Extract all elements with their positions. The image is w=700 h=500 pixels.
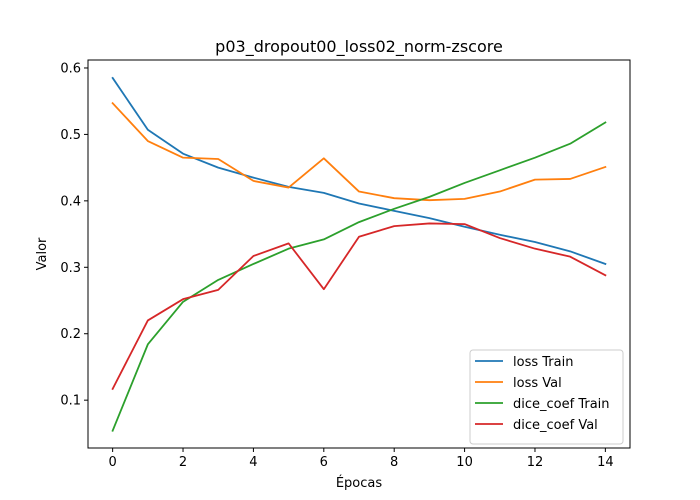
plot-area [87, 59, 631, 449]
x-tick-label: 14 [597, 455, 614, 470]
series-line-1 [111, 101, 607, 202]
y-tick-label: 0.2 [60, 327, 81, 342]
y-tick-label: 0.3 [60, 261, 81, 276]
x-tick-label: 8 [390, 455, 398, 470]
legend-label-3: dice_coef Val [513, 418, 598, 433]
y-axis-label: Valor [35, 237, 50, 270]
y-axis-ticks: 0.1 0.2 0.3 0.4 0.5 0.6 [60, 61, 88, 409]
x-tick-label: 2 [179, 455, 187, 470]
series-line-2 [111, 121, 607, 432]
x-axis-ticks: 0 2 4 6 8 10 12 14 [108, 448, 614, 470]
legend-label-1: loss Val [513, 376, 562, 391]
x-tick-label: 12 [527, 455, 544, 470]
y-tick-label: 0.6 [60, 61, 81, 76]
series-line-3 [111, 222, 607, 391]
x-tick-label: 4 [249, 455, 257, 470]
x-tick-label: 0 [108, 455, 116, 470]
legend: loss Train loss Val dice_coef Train dice_co… [469, 349, 624, 445]
legend-label-0: loss Train [513, 355, 573, 370]
plot-frame [87, 59, 631, 449]
y-tick-label: 0.5 [60, 128, 81, 143]
y-tick-label: 0.4 [60, 194, 81, 209]
legend-label-2: dice_coef Train [513, 397, 610, 412]
y-tick-label: 0.1 [60, 394, 81, 409]
chart-title: p03_dropout00_loss02_norm-zscore [215, 37, 503, 57]
x-axis-label: Épocas [336, 475, 383, 491]
x-tick-label: 10 [456, 455, 473, 470]
x-tick-label: 6 [320, 455, 328, 470]
legend-box [469, 349, 624, 445]
